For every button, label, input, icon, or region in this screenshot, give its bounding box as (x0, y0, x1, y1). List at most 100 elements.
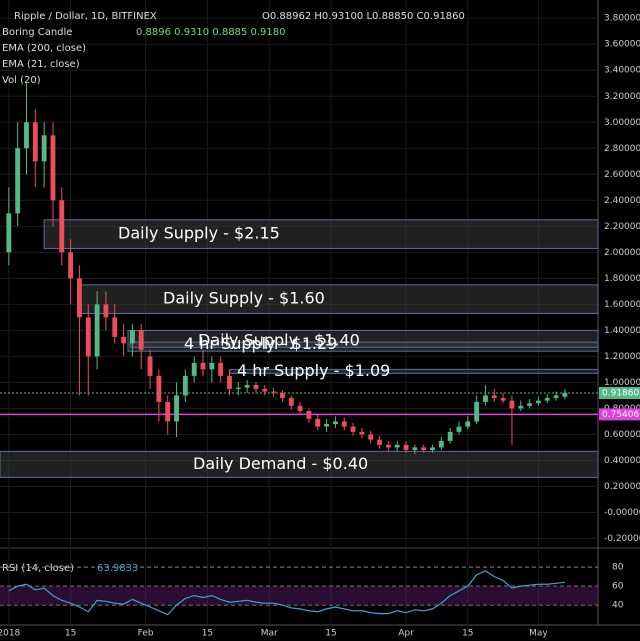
zone (43, 219, 599, 249)
candle-body (430, 447, 435, 451)
candle-body (138, 330, 144, 350)
candle-body (297, 405, 303, 412)
candle-body (147, 356, 153, 376)
y-tick-label: 1.60000 (604, 300, 640, 310)
candle-body (271, 391, 277, 393)
candle-body (227, 375, 232, 389)
rsi-value: 63.9833 (97, 563, 138, 574)
candle-body (491, 395, 497, 399)
candle-body (350, 426, 356, 432)
candle-body (562, 392, 568, 397)
candle-body (421, 447, 427, 451)
y-tick-label: 2.80000 (604, 144, 640, 154)
candle-body (474, 401, 480, 422)
zone-label: 4 hr Supply - $1.09 (237, 361, 390, 380)
candle-body (280, 392, 285, 399)
price-label: 0.91860 (602, 388, 639, 398)
zone-label: Daily Demand - $0.40 (193, 454, 368, 473)
candle-body (182, 375, 188, 396)
candle-body (438, 440, 444, 448)
candle-body (553, 395, 559, 399)
x-tick-label: 2018 (0, 629, 21, 639)
y-tick-label: 3.20000 (604, 92, 640, 102)
candle-body (253, 385, 259, 389)
zone-label: 4 hr Supply - $1.29 (184, 334, 337, 353)
indicator-name: EMA (21, close) (2, 59, 80, 70)
indicator-name: Boring Candle (2, 27, 72, 38)
candle-body (32, 122, 38, 162)
candle-body (156, 375, 162, 402)
candle-body (535, 400, 541, 404)
y-tick-label: 2.00000 (604, 248, 640, 258)
candle-body (262, 388, 268, 392)
x-tick-label: 15 (202, 629, 213, 639)
ohlc: O0.88962 H0.93100 L0.88850 C0.91860 (262, 11, 465, 22)
price-label-box (599, 386, 640, 399)
rsi-tick-label: 80 (612, 563, 624, 573)
y-tick-label: 1.00000 (604, 378, 640, 388)
candle-body (456, 426, 462, 432)
zone (0, 450, 599, 478)
y-tick-label: 2.60000 (604, 170, 640, 180)
candle-body (394, 444, 400, 448)
candle-body (121, 336, 126, 344)
candle-body (500, 398, 506, 401)
indicator-name: EMA (200, close) (2, 43, 86, 54)
candle-body (94, 304, 100, 357)
x-tick-label: 15 (462, 629, 473, 639)
candle-body (50, 135, 56, 201)
candle-body (288, 398, 294, 406)
y-tick-label: 3.80000 (604, 14, 640, 24)
rsi-tick-label: 60 (612, 582, 624, 592)
zone-label: Daily Supply - $2.15 (118, 224, 280, 243)
rsi-line (8, 570, 565, 616)
candle-body (112, 317, 118, 337)
y-tick-label: -0.00000 (604, 508, 640, 518)
candle-body (306, 411, 312, 419)
candle-body (235, 387, 241, 389)
candle-body (465, 421, 471, 427)
candle-body (165, 401, 171, 422)
candle-body (315, 418, 321, 427)
y-tick-label: 0.40000 (604, 456, 640, 466)
indicator-values: 0.8896 0.9310 0.8885 0.9180 (136, 27, 286, 38)
zone (78, 284, 599, 314)
candle-body (77, 278, 82, 318)
candle-body (41, 135, 47, 162)
candle-body (6, 213, 12, 253)
x-tick-label: Feb (138, 629, 154, 639)
candle-body (209, 362, 215, 370)
candle-body (103, 304, 109, 318)
candle-body (324, 424, 330, 427)
y-tick-label: 1.80000 (604, 274, 640, 284)
candle-body (129, 330, 135, 344)
price-label-box (599, 408, 640, 421)
y-tick-label: 3.00000 (604, 118, 640, 128)
symbol: Ripple / Dollar, 1D, BITFINEX (14, 11, 157, 22)
zone-label: Daily Supply - $1.40 (198, 330, 360, 349)
y-tick-label: 0.60000 (604, 430, 640, 440)
candle-body (509, 400, 515, 409)
x-tick-label: 15 (65, 629, 76, 639)
candle-body (483, 395, 488, 402)
y-tick-label: 3.40000 (604, 66, 640, 76)
rsi-band (0, 586, 598, 606)
candle-body (385, 444, 391, 448)
candle-body (368, 434, 374, 440)
rsi-title: RSI (14, close) (2, 563, 74, 574)
x-tick-label: Mar (261, 629, 278, 639)
x-tick-label: 15 (325, 629, 336, 639)
candle-body (24, 122, 29, 149)
candle-body (447, 431, 453, 441)
price-label: 0.75406 (602, 410, 639, 420)
candle-body (527, 403, 533, 406)
candle-body (200, 362, 206, 370)
candle-body (332, 421, 338, 425)
indicator-name: Vol (20) (2, 75, 41, 86)
y-tick-label: 3.60000 (604, 40, 640, 50)
candle-body (403, 444, 409, 451)
candle-body (544, 398, 550, 401)
candle-body (218, 362, 224, 376)
candle-body (244, 385, 250, 388)
